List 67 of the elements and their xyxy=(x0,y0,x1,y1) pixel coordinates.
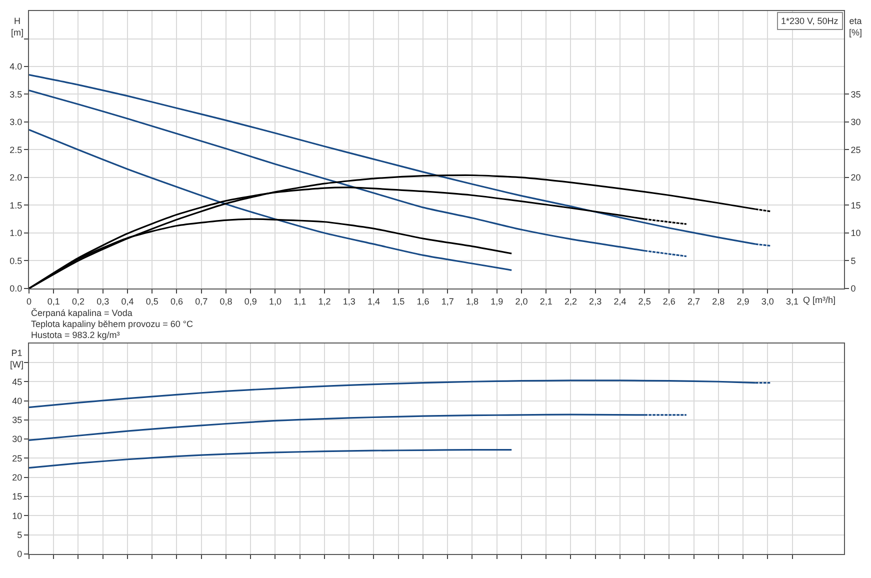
x-tick-label: 2,3 xyxy=(589,296,602,306)
x-tick-label: 0,5 xyxy=(146,296,158,306)
y-tick-label: 45 xyxy=(12,376,22,387)
y-tick-label: 1.0 xyxy=(10,228,22,238)
x-tick-label: 2,1 xyxy=(540,296,552,306)
x-tick-label: 1,8 xyxy=(466,296,478,306)
x-tick-label: 1,4 xyxy=(367,296,380,306)
y2-tick-label: 25 xyxy=(850,144,861,155)
x-tick-label: 2,8 xyxy=(712,296,725,306)
y-tick-label: 4.0 xyxy=(10,62,22,72)
y-tick-label: 10 xyxy=(12,510,22,521)
y-tick-label: 30 xyxy=(12,434,22,444)
x-tick-label: 1,5 xyxy=(392,296,405,306)
x-tick-label: 0,3 xyxy=(96,296,110,306)
y2-tick-label: 5 xyxy=(850,256,856,266)
y2-tick-label: 35 xyxy=(850,89,861,100)
y2-tick-label: 30 xyxy=(850,117,861,128)
x-tick-label: 2,5 xyxy=(638,296,651,306)
x-tick-label: 3,1 xyxy=(786,296,799,306)
x-tick-label: 2,0 xyxy=(515,296,528,306)
text: Teplota kapaliny během provozu = 60 °C xyxy=(31,319,194,329)
x-tick-label: 0,6 xyxy=(170,296,183,306)
x-tick-label: 1,0 xyxy=(268,296,282,306)
y-tick-label: 1.5 xyxy=(10,200,22,210)
y-tick-label: 3.5 xyxy=(10,89,22,100)
text: Čerpaná kapalina = Voda xyxy=(31,308,132,318)
y-tick-label: 35 xyxy=(12,415,22,426)
y-tick-label: 0.0 xyxy=(10,284,22,294)
x-tick-label: 3,0 xyxy=(761,296,774,306)
x-tick-label: 2,7 xyxy=(688,296,700,306)
y2-axis-title: eta [%] xyxy=(849,16,862,38)
y-tick-label: 2.5 xyxy=(10,144,22,155)
y-axis-title: P1 [W] xyxy=(10,348,24,370)
x-tick-label: 1,9 xyxy=(490,296,504,306)
x-tick-label: 2,9 xyxy=(736,296,750,306)
y-tick-label: 40 xyxy=(12,396,22,406)
x-tick-label: 1,6 xyxy=(416,296,430,306)
x-axis-title: Q [m³/h] xyxy=(803,295,836,305)
y-tick-label: 20 xyxy=(12,472,22,483)
x-tick-label: 1,3 xyxy=(342,296,356,306)
x-tick-label: 1,7 xyxy=(441,296,454,306)
x-tick-label: 2,6 xyxy=(662,296,676,306)
x-tick-label: 0 xyxy=(26,296,32,306)
x-tick-label: 0,4 xyxy=(121,296,134,306)
annotation: 1*230 V, 50Hz xyxy=(781,16,839,26)
x-tick-label: 0,2 xyxy=(72,296,84,306)
y-tick-label: 15 xyxy=(12,492,22,502)
y-tick-label: 0.5 xyxy=(10,256,22,266)
x-tick-label: 2,4 xyxy=(614,296,626,306)
x-tick-label: 0,1 xyxy=(47,296,60,306)
y-tick-label: 2.0 xyxy=(10,172,22,183)
x-tick-label: 1,1 xyxy=(294,296,306,306)
y2-tick-label: 15 xyxy=(850,200,861,210)
x-tick-label: 0,9 xyxy=(244,296,257,306)
y-tick-label: 0 xyxy=(17,549,22,560)
y-axis-title: H [m] xyxy=(11,16,24,38)
x-tick-label: 1,2 xyxy=(318,296,331,306)
y-tick-label: 25 xyxy=(12,453,22,464)
y2-tick-label: 10 xyxy=(850,228,861,238)
x-tick-label: 2,2 xyxy=(564,296,577,306)
y2-tick-label: 0 xyxy=(850,284,856,294)
y2-tick-label: 20 xyxy=(850,172,861,183)
y-tick-label: 5 xyxy=(17,530,22,540)
text: Hustota = 983.2 kg/m³ xyxy=(31,330,120,340)
y-tick-label: 3.0 xyxy=(10,117,22,128)
x-tick-label: 0,7 xyxy=(195,296,208,306)
x-tick-label: 0,8 xyxy=(220,296,232,306)
